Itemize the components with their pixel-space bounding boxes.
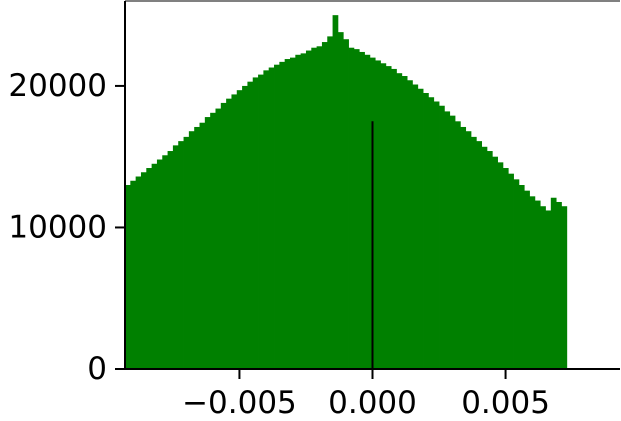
histogram-bar	[428, 97, 435, 369]
histogram-bar	[391, 68, 397, 369]
histogram-bar	[486, 151, 493, 369]
x-tick-label: −0.005	[182, 385, 297, 421]
histogram-bar	[444, 111, 451, 370]
histogram-bar	[380, 63, 387, 370]
histogram-bar	[162, 155, 168, 369]
histogram-bar	[188, 131, 195, 369]
histogram-bar	[556, 201, 562, 369]
histogram-bar	[359, 51, 365, 369]
y-tick-label: 10000	[8, 209, 107, 245]
histogram-bar	[316, 46, 323, 370]
x-tick-label: 0.000	[328, 385, 417, 421]
histogram-bar	[417, 88, 424, 369]
histogram-bar	[130, 180, 137, 369]
histogram-bar	[353, 49, 360, 369]
histogram-bars	[125, 15, 568, 370]
y-tick-label: 20000	[8, 68, 107, 104]
histogram-bar	[258, 74, 264, 369]
histogram-bar	[167, 151, 174, 369]
histogram-bar	[210, 112, 216, 370]
histogram-bar	[199, 122, 206, 369]
histogram-bar	[247, 81, 254, 369]
histogram-bar	[561, 206, 568, 369]
histogram-bar	[215, 108, 222, 370]
histogram-bar	[433, 101, 440, 369]
histogram-bar	[492, 156, 498, 369]
histogram-bar	[534, 200, 541, 369]
histogram-bar	[476, 141, 483, 369]
histogram-bar	[550, 197, 557, 369]
histogram-bar	[465, 131, 472, 369]
histogram-bar	[375, 60, 381, 369]
histogram-bar	[295, 54, 302, 370]
histogram-bar	[518, 185, 525, 369]
histogram-bar	[290, 57, 296, 369]
histogram-bar	[540, 206, 546, 369]
histogram-bar	[204, 117, 211, 369]
histogram-bar	[396, 73, 403, 369]
histogram-bar	[348, 47, 355, 369]
histogram-bar	[252, 77, 259, 369]
histogram-bar	[183, 136, 190, 369]
histogram-bar	[151, 163, 158, 369]
y-tick-label: 0	[87, 351, 107, 387]
histogram-bar	[135, 176, 142, 369]
histogram-bar	[220, 102, 227, 370]
histogram-bar	[439, 105, 445, 369]
histogram-bar	[401, 76, 408, 369]
histogram-bar	[236, 90, 243, 370]
histogram-bar	[178, 141, 184, 369]
histogram-bar	[146, 168, 153, 369]
histogram-bar	[423, 93, 429, 369]
histogram-bar	[327, 36, 333, 370]
histogram-bar	[311, 47, 318, 369]
histogram-bar	[364, 54, 371, 370]
histogram-bar	[407, 80, 413, 369]
histogram-bar	[194, 126, 200, 369]
histogram-bar	[470, 136, 477, 369]
histogram-bar	[242, 85, 248, 369]
histogram-bar	[279, 61, 286, 369]
histogram-bar	[231, 94, 238, 370]
histogram-bar	[226, 98, 232, 370]
x-ticks: −0.005 0.000 0.005	[182, 369, 550, 421]
histogram-bar	[449, 115, 456, 370]
histogram-bar	[263, 70, 270, 369]
histogram-bar	[385, 66, 392, 369]
histogram-bar	[321, 42, 328, 370]
histogram-bar	[508, 173, 514, 369]
histogram-bar	[524, 190, 530, 369]
histogram-bar	[305, 50, 312, 370]
histogram-bar	[481, 146, 488, 369]
histogram-bar	[300, 53, 307, 369]
histogram-bar	[172, 145, 179, 369]
histogram-bar	[284, 59, 291, 370]
histogram-bar	[529, 196, 536, 369]
histogram-bar	[460, 126, 467, 369]
histogram-bar	[140, 172, 147, 369]
histogram-bar	[156, 159, 163, 369]
histogram-bar	[455, 121, 461, 369]
histogram-bar	[332, 15, 339, 370]
histogram-bar	[337, 32, 344, 370]
y-ticks: 0 10000 20000	[8, 68, 125, 387]
histogram-bar	[513, 179, 520, 369]
histogram-bar	[412, 84, 419, 369]
histogram-bar	[274, 64, 280, 369]
histogram-bar	[502, 168, 509, 369]
histogram-bar	[343, 39, 349, 369]
histogram-bar	[268, 67, 275, 370]
histogram-bar	[497, 162, 504, 369]
histogram-bar	[125, 185, 131, 369]
x-tick-label: 0.005	[461, 385, 550, 421]
histogram-bar	[545, 210, 552, 369]
